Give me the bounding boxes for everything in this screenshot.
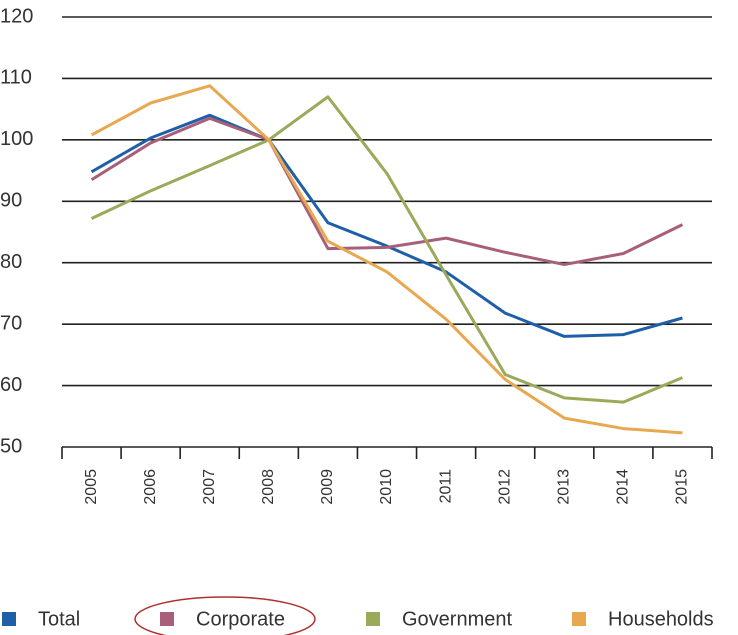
y-tick-label: 100 xyxy=(0,128,33,150)
x-tick-label: 2013 xyxy=(555,469,572,505)
x-tick-label: 2006 xyxy=(142,469,159,505)
legend-swatch xyxy=(2,612,16,626)
legend-label: Households xyxy=(608,608,714,630)
x-tick-label: 2009 xyxy=(319,469,336,505)
x-tick-label: 2014 xyxy=(615,469,632,505)
highlight-ellipse xyxy=(134,596,316,635)
legend-swatch xyxy=(366,612,380,626)
y-tick-label: 120 xyxy=(0,5,33,27)
y-tick-label: 90 xyxy=(0,190,22,212)
y-tick-label: 60 xyxy=(0,374,22,396)
legend-swatch xyxy=(160,612,174,626)
data-line xyxy=(90,84,683,435)
legend-label: Total xyxy=(38,608,80,630)
data-line xyxy=(90,116,684,267)
x-tick-label: 2010 xyxy=(378,469,395,505)
legend-swatch xyxy=(572,612,586,626)
y-tick-label: 80 xyxy=(0,251,22,273)
y-tick-label: 70 xyxy=(0,312,22,334)
x-tick-label: 2015 xyxy=(674,469,691,505)
y-tick-label: 50 xyxy=(0,435,22,457)
legend-label: Government xyxy=(402,608,512,630)
data-line xyxy=(90,95,684,404)
legend-label: Corporate xyxy=(196,608,285,630)
x-tick-label: 2008 xyxy=(260,469,277,505)
x-tick-label: 2005 xyxy=(83,469,100,505)
data-line xyxy=(90,113,683,338)
x-tick-label: 2011 xyxy=(437,469,454,504)
y-tick-label: 110 xyxy=(0,67,32,89)
x-tick-label: 2007 xyxy=(201,469,218,505)
x-tick-label: 2012 xyxy=(496,469,513,505)
